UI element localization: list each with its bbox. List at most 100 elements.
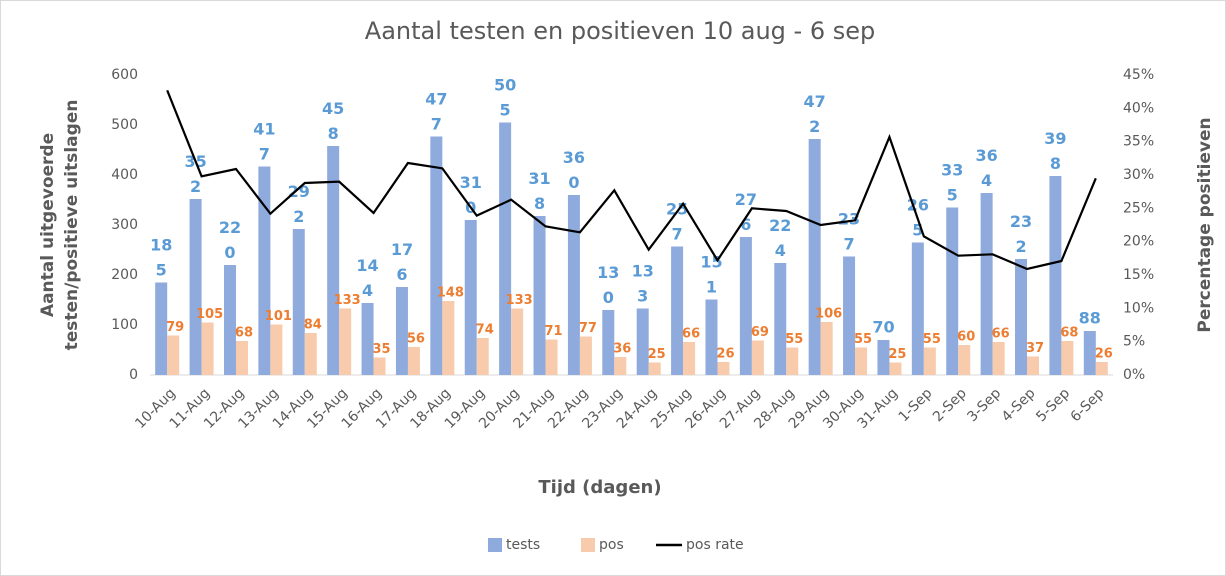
data-label-part: 2: [1015, 237, 1026, 256]
bar: [992, 342, 1005, 375]
data-label: 47 2: [804, 92, 826, 136]
bar: [648, 362, 661, 375]
data-label: 55: [785, 332, 803, 347]
y2-tick-label: 30%: [1123, 167, 1154, 183]
bar: [889, 362, 902, 375]
data-label: 50 5: [494, 75, 516, 119]
data-label: 18 5: [150, 235, 172, 279]
bar: [167, 335, 180, 375]
bar: [499, 122, 512, 375]
bar: [1015, 259, 1028, 375]
data-label: 23 2: [1010, 212, 1032, 256]
y-tick-label: 0: [129, 367, 138, 383]
data-label-part: 47: [425, 89, 447, 108]
data-label: 68: [1060, 326, 1078, 341]
bar: [843, 256, 856, 375]
data-label: 101: [265, 309, 292, 324]
bar: [304, 333, 317, 375]
bar: [614, 357, 627, 375]
data-label: 106: [815, 307, 842, 322]
data-label-part: 5: [947, 185, 958, 204]
bar: [980, 193, 993, 375]
legend-label: tests: [506, 537, 540, 553]
bar: [923, 347, 936, 375]
data-label: 45 8: [322, 99, 344, 143]
data-label: 36 4: [975, 146, 997, 190]
data-label: 55: [923, 332, 941, 347]
bar: [361, 303, 374, 375]
bar: [911, 242, 924, 375]
data-label-part: 13: [632, 261, 654, 280]
bar: [786, 347, 799, 375]
bar: [270, 324, 283, 375]
bar: [1083, 331, 1096, 375]
bar: [533, 216, 546, 375]
y-tick-label: 100: [111, 317, 138, 333]
data-label: 74: [476, 323, 494, 338]
bar: [717, 362, 730, 375]
bar: [705, 299, 718, 375]
bar: [373, 357, 386, 375]
data-label-part: 33: [941, 160, 963, 179]
bar: [258, 166, 271, 375]
data-label-part: 4: [775, 241, 786, 260]
bar: [476, 338, 489, 375]
bar: [545, 339, 558, 375]
data-label-part: 4: [362, 281, 373, 300]
data-label-part: 17: [391, 240, 413, 259]
bar: [739, 237, 752, 375]
data-label-part: 31: [460, 173, 482, 192]
bar: [877, 340, 890, 375]
data-label: 27 6: [735, 190, 757, 234]
data-label-part: 45: [322, 99, 344, 118]
bar: [602, 310, 615, 375]
data-label-part: 8: [1050, 154, 1061, 173]
y-tick-label: 300: [111, 217, 138, 233]
bar: [1049, 176, 1062, 375]
bar: [1027, 356, 1040, 375]
data-label: 23 7: [838, 209, 860, 253]
data-label: 36: [613, 342, 631, 357]
data-label: 37: [1026, 341, 1044, 356]
bar: [292, 229, 305, 375]
data-label-part: 18: [150, 235, 172, 254]
data-label-part: 7: [843, 234, 854, 253]
y-tick-label: 500: [111, 117, 138, 133]
legend-swatch: [488, 538, 502, 552]
bar: [774, 263, 787, 375]
bar: [223, 265, 236, 375]
bar: [235, 341, 248, 375]
data-label-part: 0: [603, 288, 614, 307]
y-tick-label: 600: [111, 67, 138, 83]
data-label-part: 22: [769, 216, 791, 235]
data-label: 79: [166, 320, 184, 335]
data-label: 14 4: [356, 256, 378, 300]
data-label: 13 0: [597, 263, 619, 307]
data-label-part: 2: [293, 207, 304, 226]
data-label: 133: [334, 293, 361, 308]
data-label: 77: [579, 321, 597, 336]
data-label-part: 6: [396, 265, 407, 284]
data-label-part: 2: [809, 117, 820, 136]
data-label-part: 47: [804, 92, 826, 111]
data-label-part: 7: [672, 224, 683, 243]
bar: [464, 220, 477, 375]
bar: [636, 308, 649, 375]
y-axis-label: testen/positieve uitslagen: [62, 100, 82, 351]
data-label-part: 14: [356, 256, 378, 275]
data-label-part: 0: [224, 243, 235, 262]
data-label: 26: [716, 347, 734, 362]
y2-axis-label: Percentage positieven: [1195, 117, 1215, 332]
data-label: 55: [854, 332, 872, 347]
data-label-part: 36: [975, 146, 997, 165]
bar: [1095, 362, 1108, 375]
legend-swatch: [581, 538, 595, 552]
data-label-part: 23: [1010, 212, 1032, 231]
bar: [567, 195, 580, 375]
y2-tick-label: 5%: [1123, 334, 1145, 350]
y2-tick-label: 25%: [1123, 200, 1154, 216]
data-label: 69: [751, 325, 769, 340]
data-label: 36 0: [563, 148, 585, 192]
data-label-part: 41: [253, 119, 275, 138]
